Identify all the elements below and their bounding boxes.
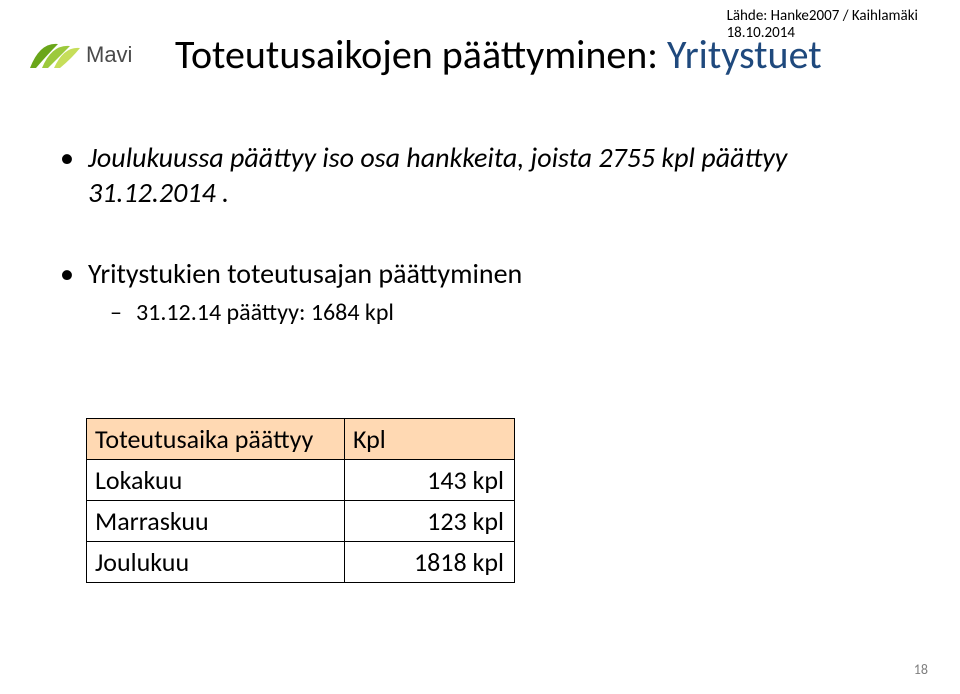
table-cell: 143 kpl: [345, 460, 515, 501]
table-row: Joulukuu 1818 kpl: [87, 542, 515, 583]
bullet-1-text: Joulukuussa päättyy iso osa hankkeita, j…: [88, 140, 787, 210]
slide-title: Toteutusaikojen päättyminen: Yritystuet: [175, 30, 822, 79]
table-cell: 123 kpl: [345, 501, 515, 542]
table-container: Toteutusaika päättyy Kpl Lokakuu 143 kpl…: [86, 418, 515, 583]
table-row: Marraskuu 123 kpl: [87, 501, 515, 542]
bullet-2-sub: 31.12.14 päättyy: 1684 kpl: [88, 297, 900, 328]
logo: Mavi: [28, 38, 132, 72]
table-cell: Lokakuu: [87, 460, 345, 501]
logo-text: Mavi: [86, 42, 132, 68]
page-number: 18: [914, 661, 928, 678]
bullet-2-sub-text: 31.12.14 päättyy: 1684 kpl: [136, 298, 394, 327]
table-cell: Joulukuu: [87, 542, 345, 583]
table-header-row: Toteutusaika päättyy Kpl: [87, 419, 515, 460]
table-row: Lokakuu 143 kpl: [87, 460, 515, 501]
table-header-0: Toteutusaika päättyy: [87, 419, 345, 460]
source-line1: Lähde: Hanke2007 / Kaihlamäki: [727, 8, 918, 25]
bullet-2-text: Yritystukien toteutusajan päättyminen: [88, 256, 522, 291]
table-header-1: Kpl: [345, 419, 515, 460]
title-black: Toteutusaikojen päättyminen:: [175, 30, 658, 79]
bullet-1: Joulukuussa päättyy iso osa hankkeita, j…: [60, 140, 900, 210]
content-area: Joulukuussa päättyy iso osa hankkeita, j…: [60, 140, 900, 350]
table-cell: 1818 kpl: [345, 542, 515, 583]
table-cell: Marraskuu: [87, 501, 345, 542]
bullet-2: Yritystukien toteutusajan päättyminen 31…: [60, 256, 900, 328]
title-blue: Yritystuet: [658, 30, 822, 79]
leaf-icon: [28, 38, 80, 72]
data-table: Toteutusaika päättyy Kpl Lokakuu 143 kpl…: [86, 418, 515, 583]
slide: Mavi Lähde: Hanke2007 / Kaihlamäki 18.10…: [0, 0, 960, 694]
